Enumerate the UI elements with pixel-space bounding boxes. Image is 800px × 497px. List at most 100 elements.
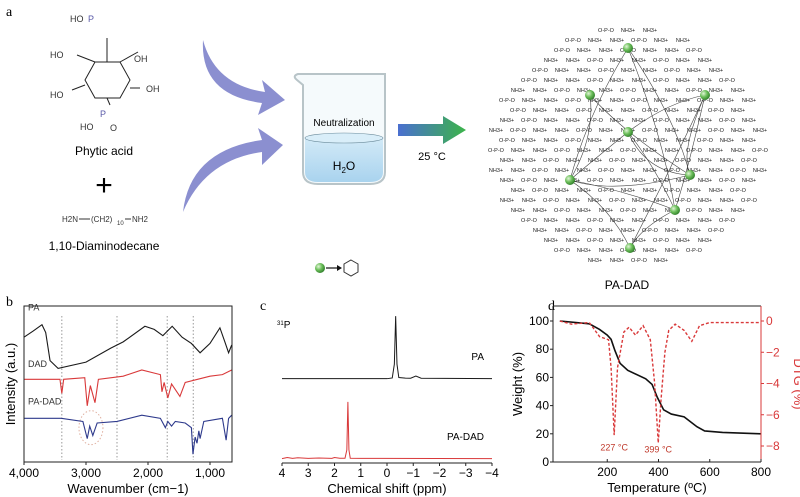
network-group-label: NH3+ xyxy=(698,158,712,164)
series-label-pa-dad: PA-DAD xyxy=(447,432,484,443)
network-group-label: NH3+ xyxy=(599,128,613,134)
plot-frame xyxy=(23,305,233,463)
network-group-label: NH3+ xyxy=(665,248,679,254)
network-group-label: O-P-O xyxy=(631,38,648,44)
network-group-label: NH3+ xyxy=(643,208,657,214)
series-line-pa-dad xyxy=(24,414,233,455)
chart-tga: 227 °C 399 °C 200 400 600 800 0 20 40 60 80 100 0 −2 −… xyxy=(510,305,800,495)
network-group-label: NH3+ xyxy=(555,108,569,114)
label-oh: OH xyxy=(146,84,160,94)
network-group-label: NH3+ xyxy=(665,148,679,154)
y2-axis-title: DTG (%) xyxy=(791,358,800,409)
network-group-label: NH3+ xyxy=(511,208,525,214)
network-link xyxy=(627,47,691,176)
network-group-label: NH3+ xyxy=(610,138,624,144)
x-tick-label: 200 xyxy=(597,465,617,479)
network-group-label: NH3+ xyxy=(577,208,591,214)
condition-label: 25 °C xyxy=(418,151,446,163)
x-tick-label: 2 xyxy=(331,466,338,480)
network-group-label: O-P-O xyxy=(565,38,582,44)
network-node xyxy=(685,170,695,180)
network-node xyxy=(623,127,633,137)
network-group-label: NH3+ xyxy=(654,98,668,104)
phytic-acid-label: Phytic acid xyxy=(75,144,133,158)
series-line-weight xyxy=(559,320,762,435)
series-line-pa xyxy=(282,316,493,380)
network-group-label: O-P-O xyxy=(620,88,637,94)
network-group-label: NH3+ xyxy=(610,78,624,84)
nucleus-mass: 31 xyxy=(277,321,284,327)
network-group-label: O-P-O xyxy=(719,118,736,124)
x-tick-label: 600 xyxy=(700,465,720,479)
network-group-label: NH3+ xyxy=(500,118,514,124)
network-group-label: NH3+ xyxy=(566,118,580,124)
label-ho: HO xyxy=(50,90,64,100)
network-group-label: NH3+ xyxy=(698,178,712,184)
network-group-label: NH3+ xyxy=(511,188,525,194)
x-tick-label: 4,000 xyxy=(9,466,39,480)
network-group-label: NH3+ xyxy=(621,108,635,114)
network-group-label: NH3+ xyxy=(621,28,635,34)
panel-a-label: a xyxy=(6,5,13,20)
y-tick-label: 0 xyxy=(542,455,549,469)
formula-subscript: 10 xyxy=(117,221,124,227)
network-group-label: O-P-O xyxy=(664,168,681,174)
network-group-label: O-P-O xyxy=(532,168,549,174)
network-group-label: O-P-O xyxy=(653,218,670,224)
network-group-label: NH3+ xyxy=(687,168,701,174)
x-tick-label: 3,000 xyxy=(71,466,101,480)
network-group-label: NH3+ xyxy=(632,238,646,244)
network-group-label: O-P-O xyxy=(686,88,703,94)
network-group-label: NH3+ xyxy=(665,48,679,54)
x-tick-label: 3 xyxy=(305,466,312,480)
network-link xyxy=(569,179,631,249)
x-axis-title: Chemical shift (ppm) xyxy=(327,481,446,496)
network-group-label: O-P-O xyxy=(620,148,637,154)
network-group-label: NH3+ xyxy=(709,168,723,174)
network-group-label: NH3+ xyxy=(533,228,547,234)
network-group-label: NH3+ xyxy=(643,68,657,74)
x-axis-title: Temperature (ºC) xyxy=(607,480,706,495)
network-group-label: NH3+ xyxy=(687,68,701,74)
network-group-label: O-P-O xyxy=(521,178,538,184)
network-group-label: NH3+ xyxy=(720,98,734,104)
network-group-label: NH3+ xyxy=(555,128,569,134)
network-group-label: NH3+ xyxy=(588,198,602,204)
network-group-label: NH3+ xyxy=(676,118,690,124)
nucleus-label: 31P xyxy=(277,320,291,331)
network-group-label: NH3+ xyxy=(731,108,745,114)
nucleus-symbol: P xyxy=(284,320,291,331)
network-group-label: O-P-O xyxy=(609,158,626,164)
network-group-label: O-P-O xyxy=(664,188,681,194)
network-group-label: NH3+ xyxy=(555,168,569,174)
network-group-label: O-P-O xyxy=(521,118,538,124)
network-group-label: NH3+ xyxy=(665,128,679,134)
network-group-label: O-P-O xyxy=(653,78,670,84)
series-label-dad: DAD xyxy=(28,359,48,369)
x-axis-title: Wavenumber (cm−1) xyxy=(67,481,188,496)
network-group-label: NH3+ xyxy=(544,98,558,104)
network-group-label: NH3+ xyxy=(709,188,723,194)
network-group-label: O-P-O xyxy=(741,198,758,204)
network-group-label: NH3+ xyxy=(610,178,624,184)
peak-annotation: 399 °C xyxy=(644,444,672,454)
network-group-label: O-P-O xyxy=(598,168,615,174)
label-ho: HO xyxy=(50,50,64,60)
y-tick-label: 60 xyxy=(536,370,550,384)
phytic-acid-labels: HO P OH HO HO OH HO P O xyxy=(50,14,160,133)
network-link xyxy=(569,94,592,181)
network-group-label: NH3+ xyxy=(753,168,767,174)
network-group-label: NH3+ xyxy=(566,238,580,244)
network-group-label: NH3+ xyxy=(643,188,657,194)
solvent-h: H xyxy=(333,159,342,173)
network-group-label: NH3+ xyxy=(566,198,580,204)
network-group-label: NH3+ xyxy=(632,178,646,184)
x-tick-label: 4 xyxy=(279,466,286,480)
network-group-label: NH3+ xyxy=(577,168,591,174)
network-group-label: O-P-O xyxy=(631,258,648,264)
network-group-label: NH3+ xyxy=(599,148,613,154)
label-o: O xyxy=(110,123,117,133)
network-group-label: NH3+ xyxy=(577,148,591,154)
network-group-label: NH3+ xyxy=(588,98,602,104)
y-tick-label: 80 xyxy=(536,342,550,356)
